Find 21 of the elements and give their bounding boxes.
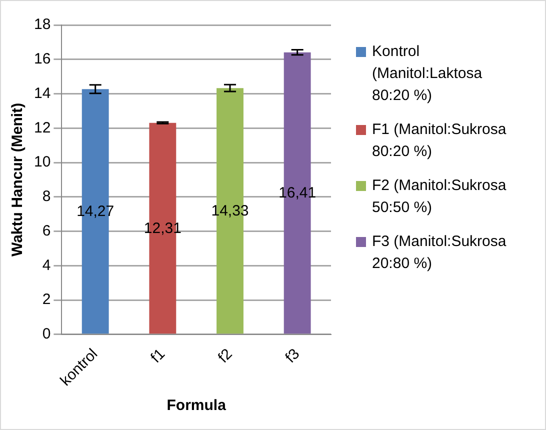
y-tick-label: 8 <box>42 188 51 206</box>
data-label: 12,31 <box>144 220 182 237</box>
legend-label: F3 (Manitol:Sukrosa 20:80 %) <box>372 232 508 274</box>
y-tick-label: 6 <box>42 222 51 240</box>
legend-label: F2 (Manitol:Sukrosa 50:50 %) <box>372 176 508 218</box>
y-tick-label: 16 <box>34 50 51 68</box>
y-tick-label: 18 <box>34 16 51 34</box>
y-tick-label: 2 <box>42 291 51 308</box>
x-tick-label: f1 <box>148 346 168 366</box>
y-tick-label: 0 <box>42 326 51 343</box>
legend-label: F1 (Manitol:Sukrosa 80:20 %) <box>372 120 508 162</box>
data-label: 16,41 <box>278 184 316 202</box>
x-axis-title: Formula <box>166 397 227 414</box>
legend-label: Kontrol (Manitol:Laktosa 80:20 %) <box>372 42 484 106</box>
y-tick-label: 14 <box>34 84 51 102</box>
y-tick-label: 4 <box>42 256 51 274</box>
y-tick-label: 10 <box>34 154 51 171</box>
y-tick-label: 12 <box>34 119 51 136</box>
y-axis-title: Waktu Hancur (Menit) <box>9 102 26 257</box>
x-tick-label: f2 <box>214 346 236 366</box>
x-tick-label: f3 <box>282 346 304 366</box>
